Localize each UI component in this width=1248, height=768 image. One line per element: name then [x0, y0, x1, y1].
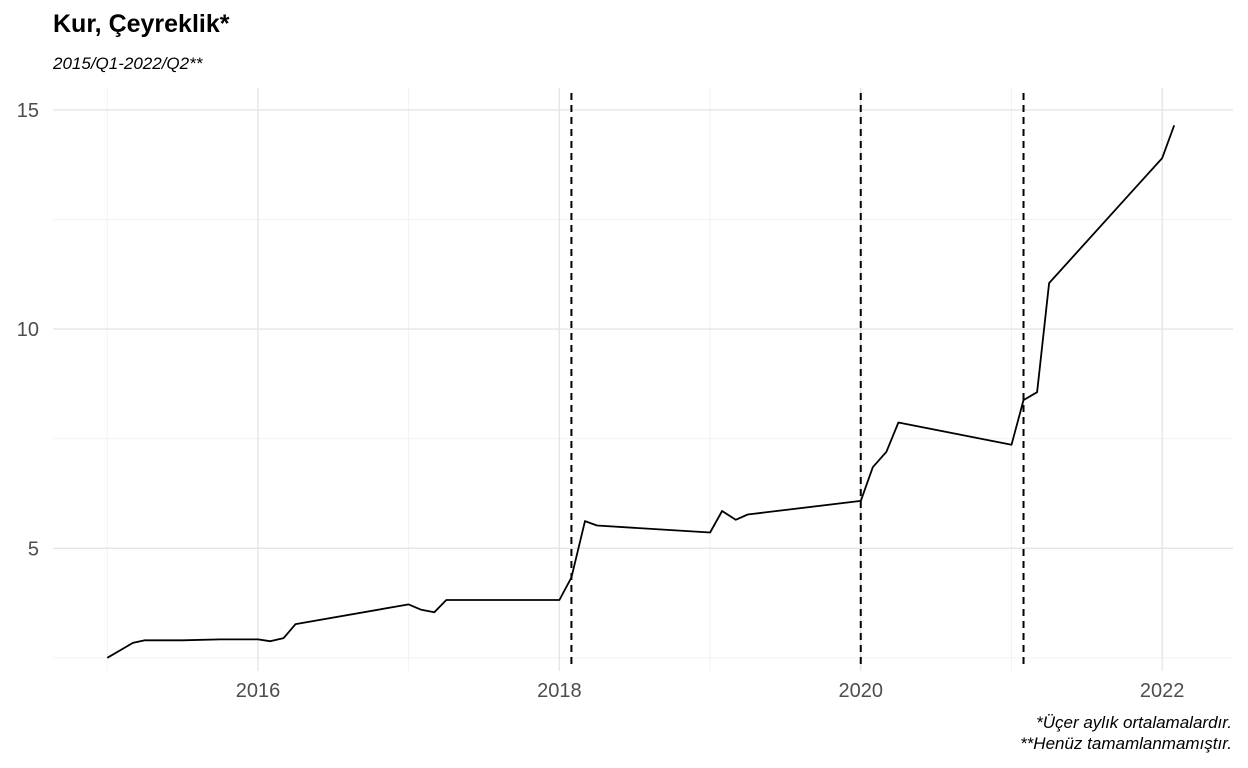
- y-tick-label: 10: [17, 319, 39, 341]
- series-group: [106, 124, 1176, 659]
- caption-line-2: **Henüz tamamlanmamıştır.: [1020, 734, 1232, 753]
- reference-lines: [570, 93, 1025, 666]
- x-tick-label: 2020: [839, 680, 884, 702]
- x-tick-label: 2016: [236, 680, 281, 702]
- grid-lines: [53, 88, 1233, 671]
- y-tick-label: 15: [17, 100, 39, 122]
- series-line: [106, 124, 1176, 659]
- x-tick-label: 2018: [537, 680, 582, 702]
- x-tick-label: 2022: [1140, 680, 1185, 702]
- x-axis-labels: 2016 2018 2020 2022: [236, 680, 1185, 702]
- caption-line-1: *Üçer aylık ortalamalardır.: [1036, 713, 1232, 732]
- chart-title: Kur, Çeyreklik*: [53, 10, 230, 38]
- y-tick-label: 5: [28, 538, 39, 560]
- y-axis-labels: 5 10 15: [17, 100, 39, 560]
- chart-caption: *Üçer aylık ortalamalardır. **Henüz tama…: [1020, 712, 1232, 754]
- chart-subtitle: 2015/Q1-2022/Q2**: [53, 54, 203, 73]
